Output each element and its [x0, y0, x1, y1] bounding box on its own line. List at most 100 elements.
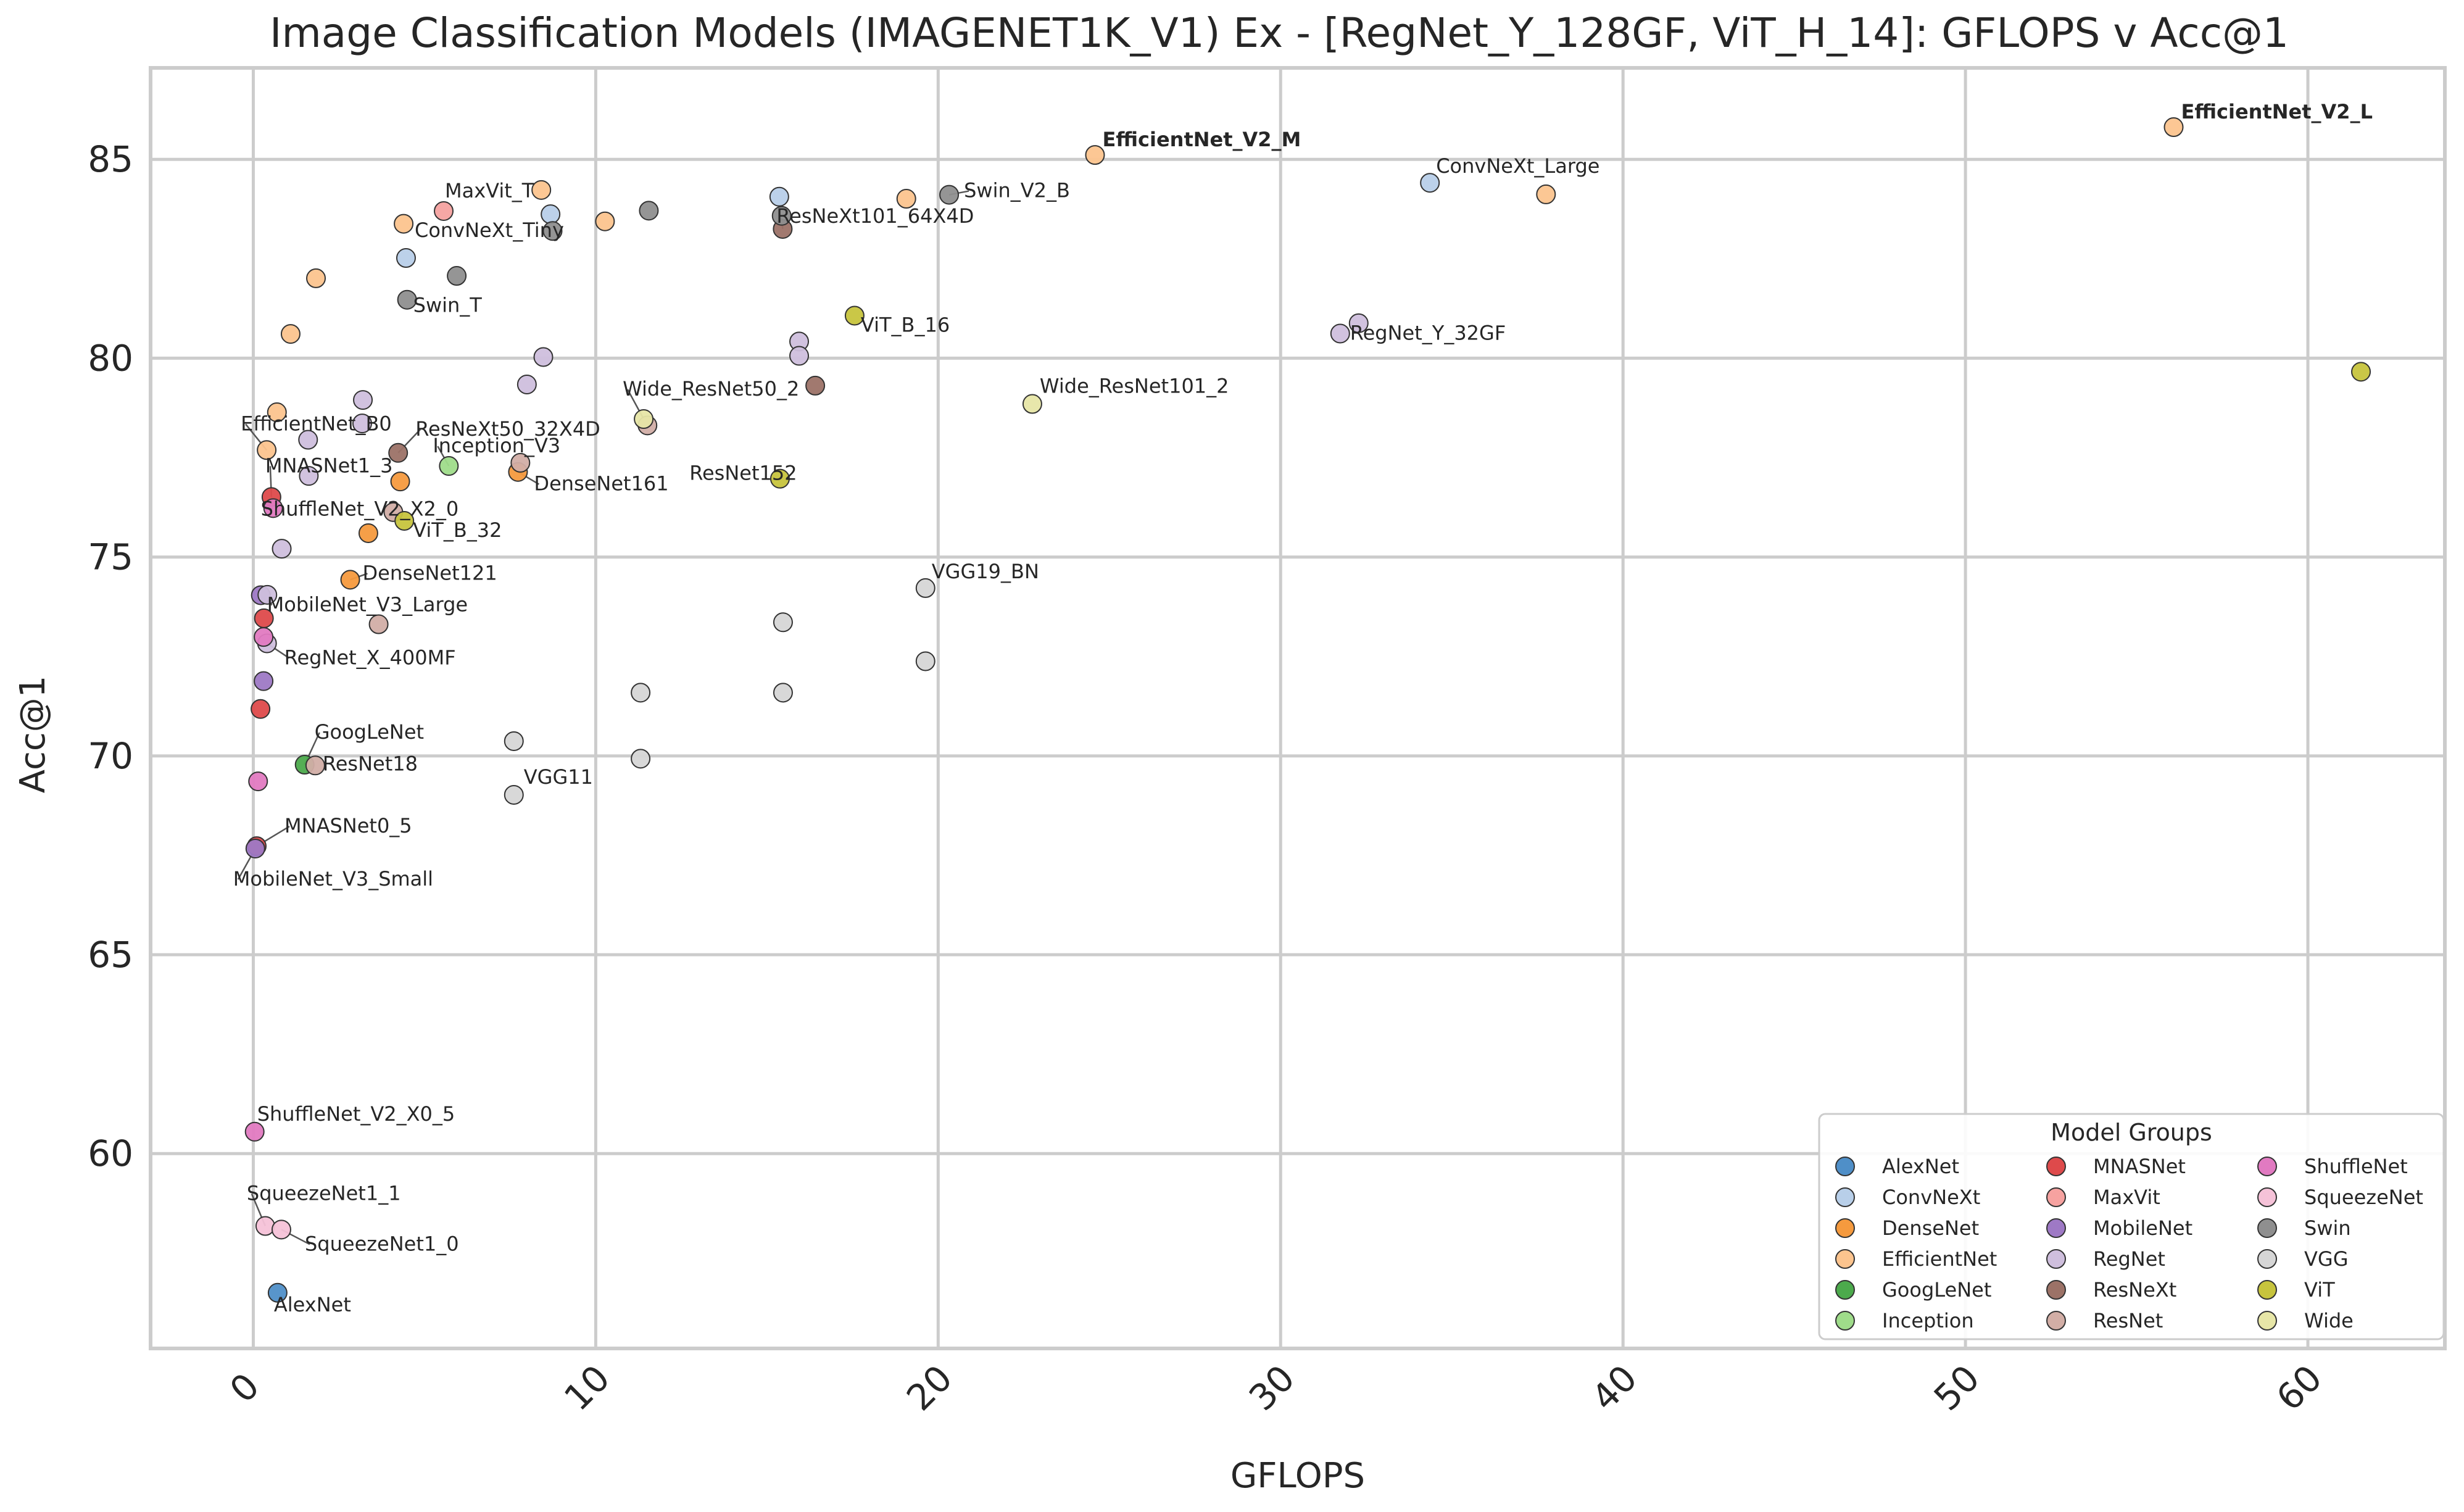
- legend-marker-shufflenet: [2257, 1157, 2277, 1176]
- legend-label: ResNeXt: [2093, 1278, 2176, 1302]
- point-label: SqueezeNet1_0: [305, 1232, 459, 1255]
- data-point-vit: [2351, 362, 2371, 382]
- legend-marker-squeezenet: [2257, 1187, 2277, 1207]
- point-label: RegNet_Y_32GF: [1350, 321, 1506, 344]
- point-label: VGG11: [524, 765, 593, 789]
- x-axis-label: GFLOPS: [1230, 1456, 1365, 1496]
- legend-label: MobileNet: [2093, 1216, 2192, 1240]
- chart-title: Image Classification Models (IMAGENET1K_…: [270, 9, 2289, 57]
- point-label: VGG19_BN: [932, 560, 1039, 583]
- data-points: [244, 117, 2371, 1303]
- data-point-swin: [542, 221, 563, 241]
- legend-title: Model Groups: [2051, 1119, 2212, 1146]
- legend-marker-resnext: [2046, 1280, 2066, 1300]
- data-point-vgg: [773, 612, 793, 633]
- legend-marker-resnet: [2046, 1311, 2066, 1331]
- data-point-efficientnet: [394, 214, 414, 234]
- data-point-wide: [634, 409, 654, 430]
- grid-lines: [151, 68, 2445, 1348]
- point-label: ResNeXt50_32X4D: [415, 417, 600, 441]
- legend-label: RegNet: [2093, 1247, 2165, 1271]
- point-label: MaxVit_T: [445, 179, 534, 202]
- y-tick-label: 60: [88, 1132, 133, 1174]
- data-point-resnext: [805, 375, 826, 396]
- data-point-densenet: [340, 570, 360, 590]
- point-label: ConvNeXt_Tiny: [415, 218, 564, 242]
- point-label: ViT_B_32: [413, 518, 502, 542]
- data-point-vgg: [915, 578, 935, 598]
- data-point-swin: [447, 266, 467, 286]
- data-point-regnet: [257, 584, 278, 605]
- point-label: Wide_ResNet101_2: [1040, 375, 1229, 398]
- plot-frame: [149, 66, 2447, 1350]
- legend-label: SqueezeNet: [2304, 1186, 2423, 1209]
- legend-box: [1818, 1113, 2445, 1340]
- point-label: EfficientNet_B0: [241, 412, 392, 435]
- data-point-wide: [1022, 394, 1042, 414]
- point-label: Swin_T: [413, 294, 483, 317]
- data-point-shufflenet: [248, 771, 268, 792]
- legend-label: DenseNet: [1882, 1216, 1979, 1240]
- legend-label: Swin: [2304, 1216, 2351, 1240]
- data-point-squeezenet: [271, 1219, 291, 1240]
- data-point-vgg: [915, 651, 935, 671]
- data-point-regnet: [298, 430, 318, 450]
- y-axis-label: Acc@1: [13, 676, 53, 794]
- legend-label: VGG: [2304, 1247, 2348, 1271]
- point-label: ResNet18: [323, 752, 418, 775]
- data-point-mnasnet: [251, 699, 271, 719]
- legend-label: MaxVit: [2093, 1186, 2160, 1209]
- data-point-efficientnet: [2163, 117, 2184, 138]
- legend-marker-googlenet: [1835, 1280, 1855, 1300]
- data-point-vgg: [631, 683, 651, 703]
- legend-marker-mobilenet: [2046, 1218, 2066, 1238]
- point-label: MNASNet0_5: [284, 814, 412, 837]
- data-point-swin: [639, 201, 659, 221]
- data-point-efficientnet: [267, 402, 287, 423]
- legend-marker-efficientnet: [1835, 1249, 1855, 1269]
- data-point-vit: [844, 305, 865, 326]
- data-point-regnet: [1330, 323, 1350, 344]
- data-point-vgg: [504, 784, 524, 805]
- data-point-alexnet: [267, 1282, 288, 1303]
- data-point-efficientnet: [306, 268, 326, 288]
- legend-label: EfficientNet: [1882, 1247, 1997, 1271]
- legend: Model Groups AlexNet ConvNeXt DenseNet Effi…: [1818, 1113, 2445, 1340]
- point-label: ViT_B_16: [861, 313, 950, 336]
- point-label: EfficientNet_V2_M: [1102, 128, 1301, 151]
- data-point-regnet: [533, 347, 554, 367]
- data-point-efficientnet: [1536, 184, 1556, 204]
- y-tick-label: 85: [88, 138, 133, 180]
- y-tick-label: 70: [88, 735, 133, 777]
- data-point-shufflenet: [263, 498, 283, 518]
- point-label: DenseNet121: [363, 561, 497, 584]
- y-tick-label: 65: [88, 934, 133, 976]
- point-label: ShuffleNet_V2_X2_0: [261, 497, 459, 520]
- point-label: SqueezeNet1_1: [247, 1182, 401, 1205]
- point-label: AlexNet: [274, 1293, 351, 1316]
- legend-label: ShuffleNet: [2304, 1155, 2408, 1178]
- data-point-vgg: [631, 749, 651, 769]
- y-tick-label: 75: [88, 536, 133, 578]
- point-label: RegNet_X_400MF: [284, 646, 456, 669]
- point-label: DenseNet161: [534, 472, 668, 496]
- data-point-swin: [771, 206, 792, 226]
- data-point-efficientnet: [595, 211, 615, 231]
- data-point-regnet: [272, 539, 292, 559]
- legend-label: ResNet: [2093, 1309, 2163, 1332]
- point-label: MNASNet1_3: [265, 454, 393, 477]
- data-point-efficientnet: [896, 189, 916, 209]
- legend-marker-mnasnet: [2046, 1157, 2066, 1176]
- data-point-efficientnet: [257, 440, 277, 460]
- data-point-vit: [394, 510, 415, 531]
- point-label: ConvNeXt_Large: [1436, 154, 1599, 178]
- data-point-mobilenet: [245, 838, 265, 858]
- legend-label: Inception: [1882, 1309, 1974, 1332]
- y-tick-label: 80: [88, 337, 133, 379]
- point-label: Wide_ResNet50_2: [623, 377, 799, 401]
- data-point-inception: [439, 456, 459, 476]
- legend-entries: AlexNet ConvNeXt DenseNet EfficientNet GoogL…: [1835, 1155, 2423, 1332]
- data-point-shufflenet: [254, 627, 274, 647]
